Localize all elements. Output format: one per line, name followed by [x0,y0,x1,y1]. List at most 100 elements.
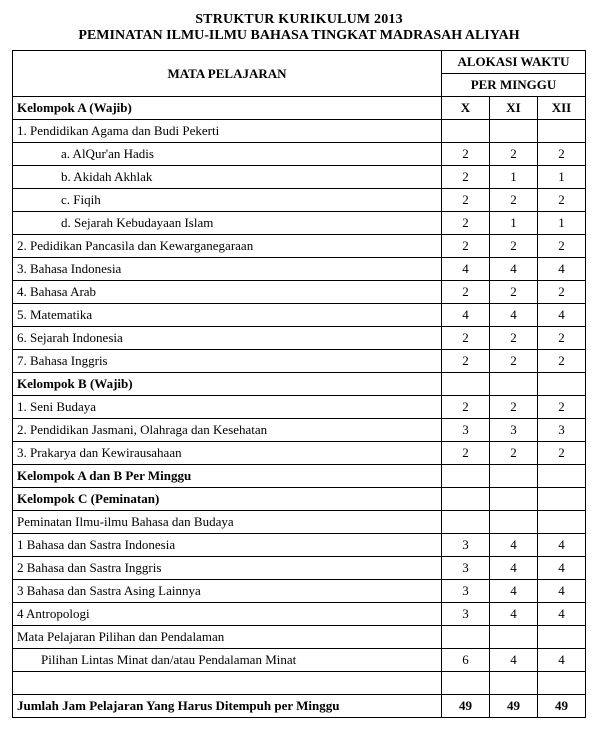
subject-cell: d. Sejarah Kebudayaan Islam [13,212,442,235]
value-cell-x: 2 [441,396,489,419]
value-cell-x: 2 [441,235,489,258]
value-cell-xii: 2 [537,281,585,304]
value-cell-x: 2 [441,212,489,235]
table-row: 2. Pedidikan Pancasila dan Kewarganegara… [13,235,586,258]
table-row: d. Sejarah Kebudayaan Islam211 [13,212,586,235]
header-group-a: Kelompok A (Wajib) [13,97,442,120]
value-cell-xii [537,511,585,534]
header-xi: XI [489,97,537,120]
table-row: 2. Pendidikan Jasmani, Olahraga dan Kese… [13,419,586,442]
subject-cell: Peminatan Ilmu-ilmu Bahasa dan Budaya [13,511,442,534]
subject-cell: Jumlah Jam Pelajaran Yang Harus Ditempuh… [13,695,442,718]
value-cell-x: 2 [441,143,489,166]
value-cell-x [441,373,489,396]
table-row: a. AlQur'an Hadis222 [13,143,586,166]
value-cell-xi: 2 [489,189,537,212]
value-cell-x: 3 [441,534,489,557]
table-row: Kelompok C (Peminatan) [13,488,586,511]
value-cell-xii: 2 [537,189,585,212]
value-cell-x: 2 [441,189,489,212]
value-cell-xii: 1 [537,212,585,235]
value-cell-xii: 4 [537,534,585,557]
subject-cell: 7. Bahasa Inggris [13,350,442,373]
value-cell-xii [537,465,585,488]
subject-cell: a. AlQur'an Hadis [13,143,442,166]
header-subject: MATA PELAJARAN [13,51,442,97]
table-row: Kelompok A dan B Per Minggu [13,465,586,488]
subject-cell: Kelompok B (Wajib) [13,373,442,396]
table-row: 6. Sejarah Indonesia222 [13,327,586,350]
table-row: 4. Bahasa Arab222 [13,281,586,304]
value-cell-xi: 1 [489,212,537,235]
value-cell-x: 2 [441,350,489,373]
value-cell-xii [537,120,585,143]
value-cell-xi: 2 [489,442,537,465]
table-row [13,672,586,695]
value-cell-xii [537,626,585,649]
value-cell-x [441,488,489,511]
table-row: Mata Pelajaran Pilihan dan Pendalaman [13,626,586,649]
value-cell-xii: 4 [537,557,585,580]
value-cell-xi: 4 [489,557,537,580]
value-cell-xi: 2 [489,235,537,258]
header-row-3: Kelompok A (Wajib) X XI XII [13,97,586,120]
subject-cell: 4 Antropologi [13,603,442,626]
value-cell-x: 3 [441,419,489,442]
value-cell-xii: 2 [537,235,585,258]
value-cell-xi: 4 [489,534,537,557]
header-row-1: MATA PELAJARAN ALOKASI WAKTU [13,51,586,74]
value-cell-x: 2 [441,442,489,465]
title-line-2: PEMINATAN ILMU-ILMU BAHASA TINGKAT MADRA… [12,28,586,44]
subject-cell: 3. Bahasa Indonesia [13,258,442,281]
value-cell-xi [489,672,537,695]
value-cell-xi [489,626,537,649]
value-cell-xii [537,488,585,511]
subject-cell: c. Fiqih [13,189,442,212]
subject-cell: 1. Seni Budaya [13,396,442,419]
value-cell-x [441,511,489,534]
table-row: Jumlah Jam Pelajaran Yang Harus Ditempuh… [13,695,586,718]
value-cell-x [441,626,489,649]
subject-cell: 6. Sejarah Indonesia [13,327,442,350]
value-cell-xii: 2 [537,350,585,373]
value-cell-x: 4 [441,304,489,327]
subject-cell: b. Akidah Akhlak [13,166,442,189]
value-cell-x: 4 [441,258,489,281]
value-cell-xi: 2 [489,281,537,304]
value-cell-x: 6 [441,649,489,672]
table-row: Pilihan Lintas Minat dan/atau Pendalaman… [13,649,586,672]
header-alloc: ALOKASI WAKTU [441,51,585,74]
value-cell-xi [489,488,537,511]
value-cell-x: 2 [441,166,489,189]
value-cell-x [441,120,489,143]
value-cell-xi [489,511,537,534]
value-cell-xi: 3 [489,419,537,442]
value-cell-xii: 2 [537,396,585,419]
value-cell-xi: 2 [489,143,537,166]
value-cell-xi [489,465,537,488]
value-cell-x [441,672,489,695]
header-xii: XII [537,97,585,120]
subject-cell: 4. Bahasa Arab [13,281,442,304]
table-row: 1 Bahasa dan Sastra Indonesia344 [13,534,586,557]
table-row: 5. Matematika444 [13,304,586,327]
value-cell-xii: 4 [537,580,585,603]
subject-cell [13,672,442,695]
value-cell-xi: 49 [489,695,537,718]
value-cell-xi: 2 [489,396,537,419]
value-cell-xii: 4 [537,603,585,626]
value-cell-xi: 4 [489,603,537,626]
header-perweek: PER MINGGU [441,74,585,97]
subject-cell: Kelompok C (Peminatan) [13,488,442,511]
subject-cell: 2 Bahasa dan Sastra Inggris [13,557,442,580]
value-cell-xii: 1 [537,166,585,189]
subject-cell: 1. Pendidikan Agama dan Budi Pekerti [13,120,442,143]
value-cell-x: 49 [441,695,489,718]
table-row: 3. Prakarya dan Kewirausahaan222 [13,442,586,465]
value-cell-x [441,465,489,488]
subject-cell: 2. Pedidikan Pancasila dan Kewarganegara… [13,235,442,258]
value-cell-xii [537,373,585,396]
value-cell-xi: 4 [489,258,537,281]
table-row: Kelompok B (Wajib) [13,373,586,396]
table-row: 1. Pendidikan Agama dan Budi Pekerti [13,120,586,143]
